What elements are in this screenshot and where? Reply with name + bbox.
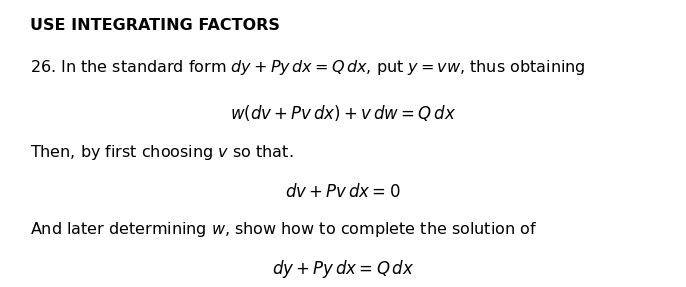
- Text: 26. In the standard form $dy + Py\,dx = Q\,dx$, put $y = vw$, thus obtaining: 26. In the standard form $dy + Py\,dx = …: [30, 58, 585, 77]
- Text: USE INTEGRATING FACTORS: USE INTEGRATING FACTORS: [30, 18, 280, 33]
- Text: $dv + Pv\,dx = 0$: $dv + Pv\,dx = 0$: [285, 183, 401, 201]
- Text: $dy + Py\,dx = Q\,dx$: $dy + Py\,dx = Q\,dx$: [272, 258, 414, 280]
- Text: And later determining $w$, show how to complete the solution of: And later determining $w$, show how to c…: [30, 220, 537, 239]
- Text: Then, by first choosing $v$ so that.: Then, by first choosing $v$ so that.: [30, 143, 294, 162]
- Text: $w(dv + Pv\,dx) + v\,dw = Q\,dx$: $w(dv + Pv\,dx) + v\,dw = Q\,dx$: [230, 103, 456, 123]
